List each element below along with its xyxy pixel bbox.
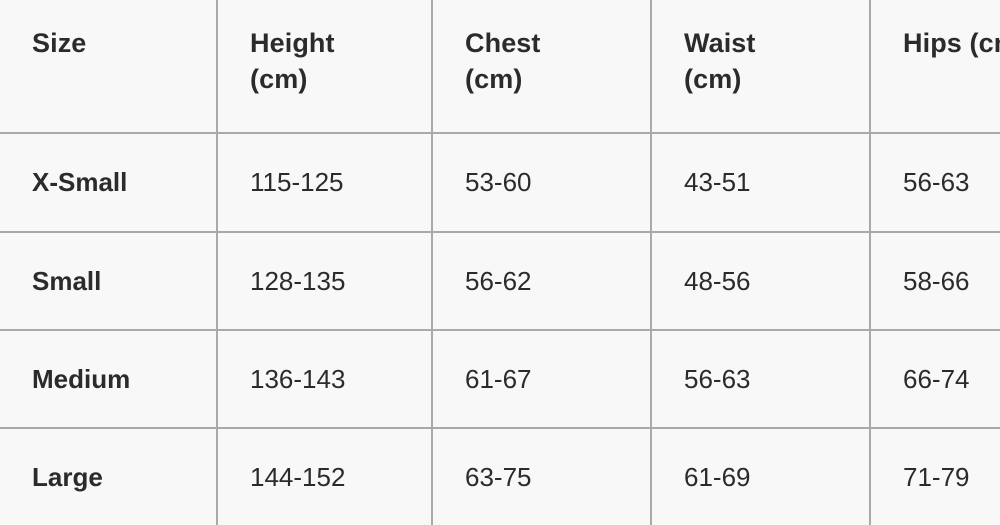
table-header-row: Size Height (cm) Chest (cm) Waist (cm) H…	[0, 0, 1000, 134]
cell-height: 115-125	[217, 133, 433, 233]
cell-chest: 56-62	[432, 232, 652, 331]
column-header-size: Size	[0, 0, 218, 134]
column-header-waist-line2: (cm)	[684, 63, 742, 94]
table-row: Small 128-135 56-62 48-56 58-66	[0, 232, 1000, 331]
table-row: Large 144-152 63-75 61-69 71-79	[0, 428, 1000, 525]
cell-height: 144-152	[217, 428, 433, 525]
cell-waist: 43-51	[651, 133, 871, 233]
column-header-height: Height (cm)	[217, 0, 433, 134]
column-header-hips: Hips (cm)	[870, 0, 1000, 134]
cell-size: X-Small	[0, 133, 218, 233]
column-header-chest-line2: (cm)	[465, 63, 523, 94]
column-header-waist-line1: Waist	[684, 28, 756, 58]
column-header-hips-line1: Hips (cm)	[903, 28, 1000, 58]
cell-waist: 56-63	[651, 330, 871, 429]
cell-waist: 61-69	[651, 428, 871, 525]
cell-hips: 66-74	[870, 330, 1000, 429]
cell-chest: 53-60	[432, 133, 652, 233]
cell-chest: 63-75	[432, 428, 652, 525]
cell-size: Small	[0, 232, 218, 331]
table-header: Size Height (cm) Chest (cm) Waist (cm) H…	[0, 0, 1000, 134]
cell-size: Large	[0, 428, 218, 525]
cell-size: Medium	[0, 330, 218, 429]
column-header-height-line2: (cm)	[250, 63, 308, 94]
cell-waist: 48-56	[651, 232, 871, 331]
cell-hips: 71-79	[870, 428, 1000, 525]
cell-height: 128-135	[217, 232, 433, 331]
table-body: X-Small 115-125 53-60 43-51 56-63 Small …	[0, 133, 1000, 525]
table-row: Medium 136-143 61-67 56-63 66-74	[0, 330, 1000, 429]
cell-hips: 58-66	[870, 232, 1000, 331]
table-row: X-Small 115-125 53-60 43-51 56-63	[0, 133, 1000, 233]
column-header-height-line1: Height	[250, 28, 335, 58]
column-header-waist: Waist (cm)	[651, 0, 871, 134]
column-header-chest: Chest (cm)	[432, 0, 652, 134]
cell-chest: 61-67	[432, 330, 652, 429]
cell-hips: 56-63	[870, 133, 1000, 233]
cell-height: 136-143	[217, 330, 433, 429]
column-header-chest-line1: Chest	[465, 28, 541, 58]
column-header-size-line1: Size	[32, 28, 87, 58]
